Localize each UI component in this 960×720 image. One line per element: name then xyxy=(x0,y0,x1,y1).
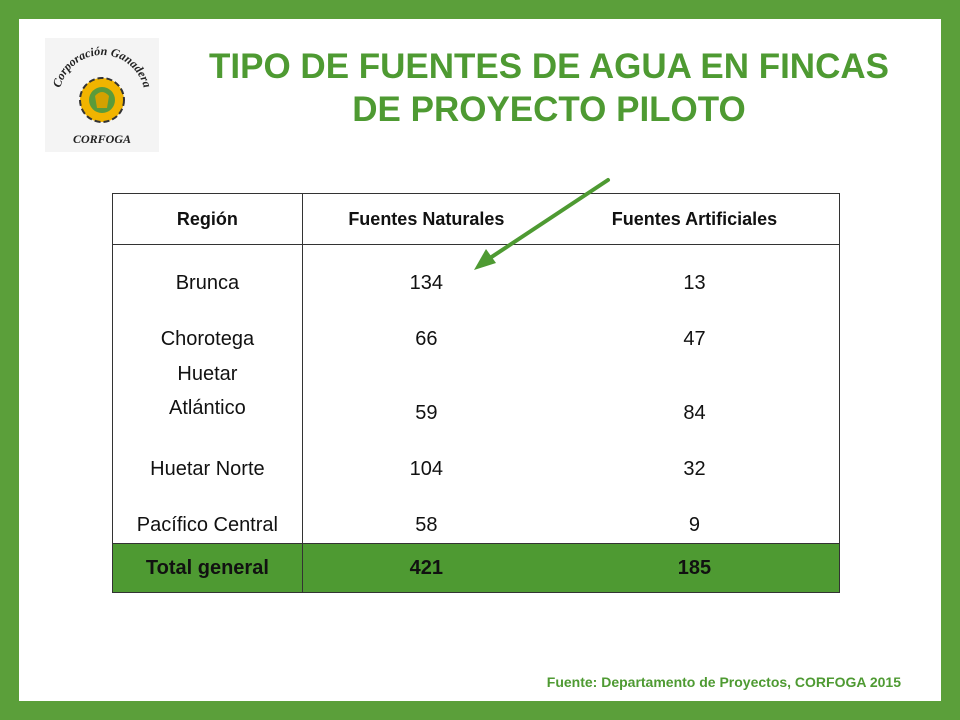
cell-region-line-1: Huetar xyxy=(177,363,238,385)
cell-region: Brunca xyxy=(112,244,303,301)
title-line-1: TIPO DE FUENTES DE AGUA EN FINCAS xyxy=(209,47,889,86)
page-title: TIPO DE FUENTES DE AGUA EN FINCAS DE PRO… xyxy=(189,45,909,131)
header-artificiales: Fuentes Artificiales xyxy=(549,193,840,245)
table-row: Brunca 134 13 xyxy=(112,244,840,301)
table-header-row: Región Fuentes Naturales Fuentes Artific… xyxy=(112,193,840,245)
cell-artificiales: 32 xyxy=(549,431,840,487)
cell-region: Huetar Norte xyxy=(112,431,303,487)
cell-region: Chorotega xyxy=(112,301,303,357)
total-row: Total general 421 185 xyxy=(112,543,840,593)
cell-region: Pacífico Central xyxy=(112,487,303,544)
title-line-2: DE PROYECTO PILOTO xyxy=(352,90,746,129)
table-row: Huetar Norte 104 32 xyxy=(112,431,840,487)
logo-bottom-text: CORFOGA xyxy=(73,132,131,146)
source-note: Fuente: Departamento de Proyectos, CORFO… xyxy=(546,674,901,690)
slide: Corporación Ganadera CORFOGA TIPO DE FUE… xyxy=(19,19,941,701)
header-region: Región xyxy=(112,193,303,245)
cell-region: Huetar Atlántico xyxy=(112,357,303,431)
total-naturales: 421 xyxy=(302,543,550,593)
cell-naturales: 66 xyxy=(415,328,438,350)
table-row: Pacífico Central 58 9 xyxy=(112,487,840,544)
cell-artificiales: 84 xyxy=(549,357,840,431)
cell-region-line-2: Atlántico xyxy=(169,397,246,419)
water-sources-table: Región Fuentes Naturales Fuentes Artific… xyxy=(112,193,840,593)
cell-naturales: 59 xyxy=(415,402,438,424)
cell-artificiales: 9 xyxy=(549,487,840,544)
cell-artificiales: 47 xyxy=(549,301,840,357)
total-label: Total general xyxy=(112,543,303,593)
corfoga-logo: Corporación Ganadera CORFOGA xyxy=(45,38,159,152)
header-naturales: Fuentes Naturales xyxy=(302,193,550,245)
total-artificiales: 185 xyxy=(549,543,840,593)
cell-naturales: 134 xyxy=(409,272,444,294)
cell-artificiales: 13 xyxy=(549,244,840,301)
cell-naturales: 58 xyxy=(415,514,438,536)
table-row: Huetar Atlántico 59 84 xyxy=(112,357,840,431)
table-row: Chorotega 66 47 xyxy=(112,301,840,357)
cell-naturales: 104 xyxy=(409,458,444,480)
